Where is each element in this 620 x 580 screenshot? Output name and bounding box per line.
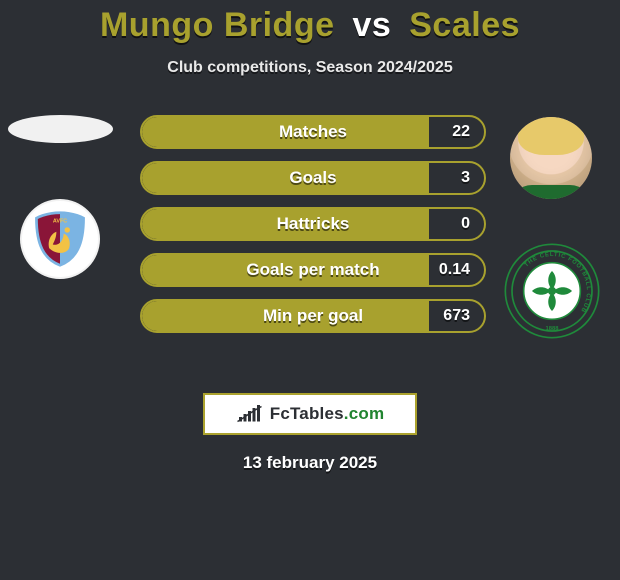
stat-fill: [142, 301, 429, 331]
page-root: Mungo Bridge vs Scales Club competitions…: [0, 0, 620, 580]
player1-club-badge: AVFC: [20, 199, 100, 279]
stat-value: 22: [452, 117, 470, 147]
stat-row-goals-per-match: Goals per match 0.14: [140, 253, 486, 287]
brand-box: FcTables.com: [203, 393, 417, 435]
player2-avatar: [510, 117, 592, 199]
stat-fill: [142, 163, 429, 193]
svg-text:AVFC: AVFC: [53, 219, 67, 225]
player1-avatar: [8, 115, 113, 195]
brand-domain: .com: [344, 404, 384, 423]
stat-fill: [142, 255, 429, 285]
bar-chart-icon: [236, 403, 266, 425]
page-title: Mungo Bridge vs Scales: [0, 6, 620, 45]
stat-value: 0.14: [439, 255, 470, 285]
title-player2: Scales: [409, 6, 520, 44]
celtic-icon: THE CELTIC FOOTBALL CLUB 1888: [502, 241, 602, 341]
player1-headshape: [8, 115, 113, 143]
stat-row-hattricks: Hattricks 0: [140, 207, 486, 241]
svg-text:1888: 1888: [546, 326, 560, 332]
stat-row-min-per-goal: Min per goal 673: [140, 299, 486, 333]
player2-club-badge: THE CELTIC FOOTBALL CLUB 1888: [502, 241, 602, 341]
aston-villa-icon: AVFC: [31, 210, 89, 268]
stat-fill: [142, 117, 429, 147]
title-vs: vs: [352, 6, 391, 44]
generated-date: 13 february 2025: [0, 453, 620, 473]
stat-value: 0: [461, 209, 470, 239]
title-player1: Mungo Bridge: [100, 6, 335, 44]
comparison-panel: AVFC THE CELTIC FOOTBALL CLUB: [0, 111, 620, 371]
brand-text: FcTables.com: [270, 404, 385, 424]
stat-row-goals: Goals 3: [140, 161, 486, 195]
subtitle: Club competitions, Season 2024/2025: [0, 59, 620, 77]
stat-fill: [142, 209, 429, 239]
brand-name: FcTables: [270, 404, 344, 423]
stat-value: 3: [461, 163, 470, 193]
stat-row-matches: Matches 22: [140, 115, 486, 149]
stats-list: Matches 22 Goals 3 Hattricks 0 Goals per…: [140, 115, 486, 345]
stat-value: 673: [443, 301, 470, 331]
